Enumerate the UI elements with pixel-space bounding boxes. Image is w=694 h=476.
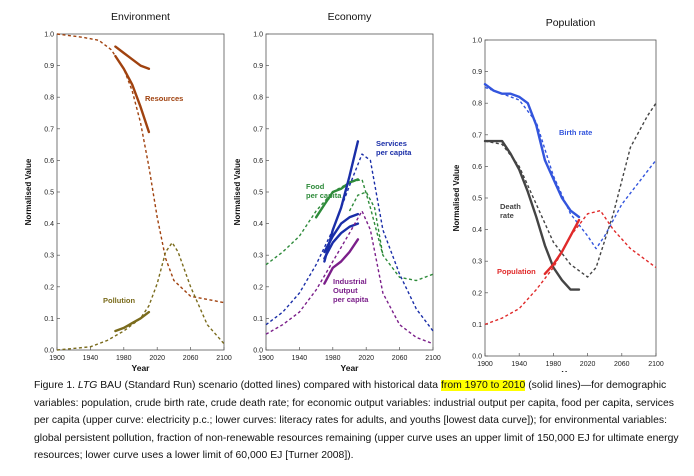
series-line-population-scenario [484, 209, 657, 326]
caption-highlight: from 1970 to 2010 [440, 380, 526, 391]
series-line-services-scenario [265, 153, 434, 332]
x-tick-label: 2020 [580, 361, 596, 368]
annotation-label: Birth rate [559, 128, 592, 137]
x-axis-label: Year [132, 363, 151, 372]
y-tick-label: 0.7 [472, 132, 482, 139]
y-tick-label: 0.8 [44, 95, 54, 102]
y-axis-label: Normalised Value [24, 158, 33, 225]
y-tick-label: 0.3 [253, 253, 263, 260]
chart-panel-3: Population 0.0 0.1 0.2 0.3 0.4 0.5 0.6 0.7 0.8 0.9… [452, 17, 664, 372]
x-tick-label: 1900 [49, 355, 65, 362]
caption-part2: (solid lines)—for demographic variables:… [34, 380, 679, 461]
y-tick-label: 0.5 [253, 190, 263, 197]
y-tick-label: 1.0 [44, 32, 54, 39]
chart-title: Environment [111, 11, 170, 23]
y-tick-label: 0.9 [253, 63, 263, 70]
y-axis-label: Normalised Value [233, 158, 242, 225]
annotation-label: Food per capita [306, 182, 342, 200]
x-tick-label: 1900 [258, 355, 274, 362]
y-tick-label: 0.6 [472, 164, 482, 171]
series-line-pollution-scenario [56, 241, 225, 351]
figure-panels: Environment 0.0 0.1 0.2 0.3 0.4 0.5 0.6 0.7 0.8 0.… [24, 11, 664, 372]
y-tick-label: 1.0 [253, 32, 263, 39]
x-tick-label: 1900 [477, 361, 493, 368]
annotation-label: Pollution [103, 296, 135, 305]
x-tick-label: 2060 [392, 355, 408, 362]
figure-caption: Figure 1. LTG BAU (Standard Run) scenari… [34, 377, 686, 465]
y-tick-label: 0.8 [253, 95, 263, 102]
y-tick-label: 0.0 [44, 348, 54, 355]
series-line-pollution-historical [114, 310, 151, 333]
y-tick-label: 0.6 [253, 158, 263, 165]
series-line-birth_rate-scenario [484, 86, 657, 250]
x-tick-label: 2020 [358, 355, 374, 362]
series-line-services-historical [323, 222, 360, 260]
caption-figure-label: Figure 1. [34, 380, 76, 391]
y-tick-label: 0.8 [472, 101, 482, 108]
y-tick-label: 0.9 [44, 63, 54, 70]
y-tick-label: 0.7 [253, 126, 263, 133]
y-tick-label: 0.3 [472, 259, 482, 266]
y-tick-label: 0.0 [472, 354, 482, 361]
y-tick-label: 0.0 [253, 348, 263, 355]
y-tick-label: 0.1 [472, 322, 482, 329]
x-tick-label: 1940 [511, 361, 527, 368]
y-tick-label: 0.6 [44, 158, 54, 165]
caption-part1: BAU (Standard Run) scenario (dotted line… [97, 380, 441, 391]
x-tick-label: 1980 [116, 355, 132, 362]
plot-frame [56, 33, 225, 351]
x-tick-label: 1980 [325, 355, 341, 362]
x-tick-label: 1940 [292, 355, 308, 362]
x-tick-label: 2100 [216, 355, 232, 362]
x-tick-label: 1940 [83, 355, 99, 362]
y-tick-label: 0.5 [44, 190, 54, 197]
y-tick-label: 0.9 [472, 69, 482, 76]
y-tick-label: 0.7 [44, 126, 54, 133]
y-tick-label: 0.2 [253, 284, 263, 291]
annotation-label: Services per capita [376, 139, 412, 157]
y-tick-label: 0.5 [472, 196, 482, 203]
x-tick-label: 2100 [425, 355, 441, 362]
series-line-food-historical [314, 178, 360, 219]
x-tick-label: 2020 [149, 355, 165, 362]
x-tick-label: 2060 [183, 355, 199, 362]
y-tick-label: 1.0 [472, 38, 482, 45]
chart-title: Population [546, 17, 596, 29]
series-line-services-historical [323, 212, 360, 254]
series-line-food-scenario [348, 191, 384, 256]
y-tick-label: 0.4 [472, 227, 482, 234]
series-line-population-historical [543, 218, 581, 275]
y-axis-label: Normalised Value [452, 164, 461, 231]
y-tick-label: 0.1 [253, 316, 263, 323]
series-line-resources-historical [114, 45, 151, 70]
series-line-death_rate-historical [483, 139, 581, 291]
series-line-industrial-historical [323, 238, 360, 285]
series-line-resources-historical [114, 54, 151, 134]
chart-panel-1: Environment 0.0 0.1 0.2 0.3 0.4 0.5 0.6 0.7 0.8 0.… [24, 11, 232, 372]
chart-title: Economy [328, 11, 373, 23]
y-tick-label: 0.3 [44, 253, 54, 260]
y-tick-label: 0.1 [44, 316, 54, 323]
annotation-label: Resources [145, 94, 183, 103]
annotation-label: Population [497, 267, 536, 276]
annotation-label: Industrial Output per capita [333, 277, 369, 304]
caption-ltg: LTG [77, 380, 98, 391]
series-line-resources-scenario [56, 33, 225, 304]
x-axis-label: Year [341, 363, 360, 372]
x-tick-label: 2100 [648, 361, 664, 368]
annotation-label: Death rate [500, 202, 521, 220]
y-tick-label: 0.2 [472, 290, 482, 297]
series-line-food-scenario [265, 178, 434, 282]
plot-frame [484, 39, 657, 357]
y-tick-label: 0.4 [44, 221, 54, 228]
series-line-birth_rate-historical [483, 83, 581, 219]
x-tick-label: 1980 [546, 361, 562, 368]
x-tick-label: 2060 [614, 361, 630, 368]
x-axis-label: Year [562, 369, 581, 372]
chart-panel-2: Economy 0.0 0.1 0.2 0.3 0.4 0.5 0.6 0.7 0.8 0.9 1.0… [233, 11, 441, 372]
y-tick-label: 0.4 [253, 221, 263, 228]
y-tick-label: 0.2 [44, 284, 54, 291]
